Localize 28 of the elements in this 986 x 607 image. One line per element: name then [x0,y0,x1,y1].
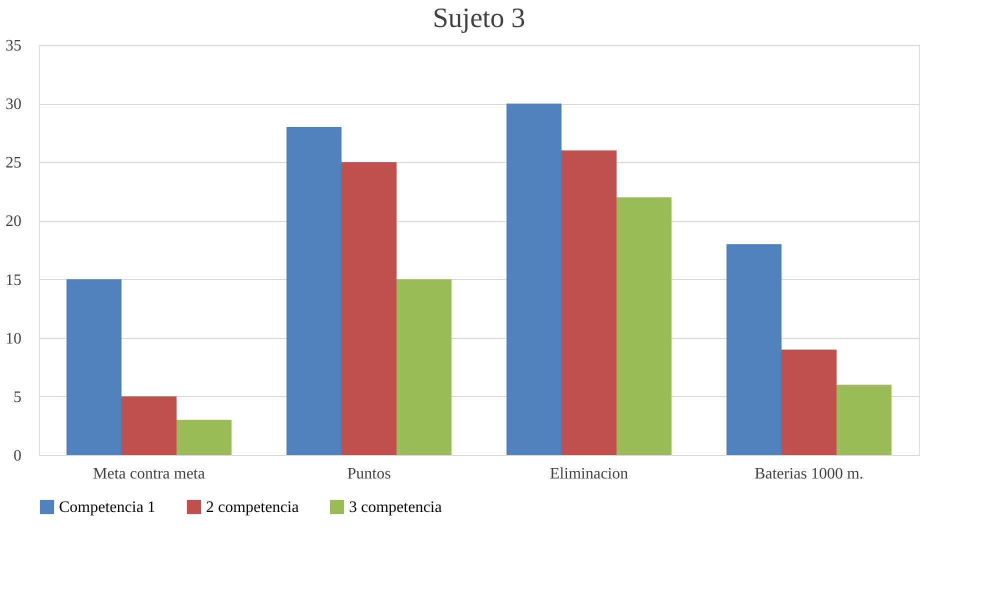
bar [122,396,176,455]
bar [176,420,232,455]
bar [836,384,892,455]
y-tick-label: 5 [14,388,22,406]
bar [66,279,122,455]
y-tick-label: 10 [6,330,22,348]
y-tick-label: 35 [6,38,22,54]
bar [342,162,396,455]
y-tick-label: 25 [6,154,22,172]
bar [726,244,782,455]
bar [562,150,616,455]
chart-title: Sujeto 3 [432,3,526,34]
y-tick-label: 15 [6,272,22,289]
y-tick-label: 0 [14,448,22,464]
x-tick-label: Eliminacion [550,466,628,482]
x-tick-label: Baterias 1000 m. [754,466,864,482]
x-tick-label: Meta contra meta [93,466,205,482]
bar [396,279,452,455]
bar [616,197,672,455]
legend-label: Competencia 1 [59,499,156,516]
legend-label: 2 competencia [206,499,299,516]
bar [506,104,562,455]
y-tick-label: 20 [6,213,22,230]
legend-label: 3 competencia [349,499,442,516]
bar [286,127,342,455]
y-tick-label: 30 [6,96,22,114]
x-tick-label: Puntos [347,466,391,482]
bar [782,350,836,455]
